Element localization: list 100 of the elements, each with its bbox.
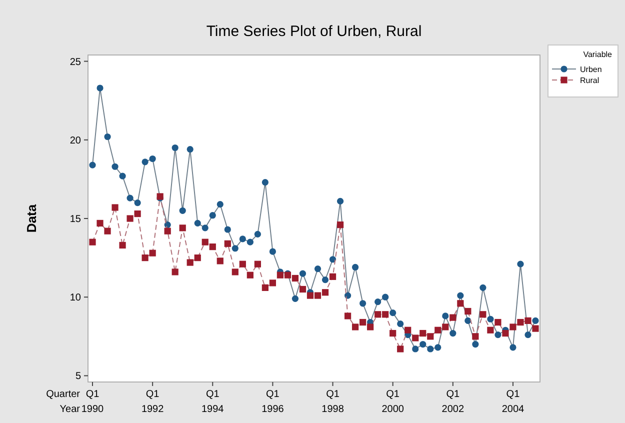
point	[390, 330, 396, 337]
x-tick-label: Q1 2002	[442, 389, 464, 415]
point	[179, 224, 186, 232]
point	[149, 155, 156, 162]
point	[126, 215, 134, 222]
point	[194, 220, 201, 227]
point	[427, 333, 434, 340]
point	[480, 311, 486, 318]
point	[262, 284, 268, 291]
text: Year	[60, 404, 81, 415]
point	[487, 326, 494, 334]
legend-label: Rural	[580, 76, 600, 85]
y-tick-label: 15	[70, 214, 82, 225]
y-tick-label: 5	[75, 371, 82, 382]
point	[412, 346, 419, 352]
point	[450, 314, 456, 321]
point	[434, 344, 442, 351]
point	[216, 201, 224, 208]
point	[322, 276, 329, 284]
point	[179, 207, 186, 214]
x-tick-label: Q1 1990	[81, 389, 104, 415]
point	[246, 272, 254, 278]
point	[299, 270, 306, 277]
point	[472, 340, 479, 348]
point	[96, 84, 104, 92]
y-tick-label: 20	[70, 135, 82, 146]
x-tick-label: Q1 1996	[262, 389, 284, 415]
point	[232, 268, 238, 276]
point	[134, 199, 141, 206]
point	[397, 346, 404, 352]
point	[517, 318, 524, 326]
point	[104, 228, 111, 234]
point	[532, 325, 539, 332]
legend-title: Variable	[583, 50, 613, 59]
point	[434, 326, 442, 334]
chart-title: Time Series Plot of Urben, Rural	[206, 23, 422, 40]
point	[112, 204, 118, 211]
point	[442, 312, 449, 320]
point	[420, 340, 426, 348]
point	[104, 133, 111, 140]
point	[126, 194, 134, 202]
point	[427, 346, 434, 352]
point	[314, 292, 322, 299]
point	[202, 238, 208, 246]
point	[412, 334, 419, 342]
point	[336, 198, 344, 205]
point	[352, 324, 359, 330]
point	[329, 256, 336, 263]
point	[510, 344, 516, 351]
point	[172, 144, 178, 152]
point	[119, 172, 126, 180]
point	[464, 308, 472, 315]
point	[216, 258, 224, 264]
point	[119, 242, 126, 249]
point	[336, 221, 344, 228]
point	[254, 260, 261, 268]
point	[374, 311, 382, 318]
point	[360, 318, 366, 326]
point	[269, 280, 276, 286]
point	[329, 273, 336, 280]
point	[382, 311, 389, 318]
point	[457, 292, 464, 299]
point	[306, 292, 314, 299]
point	[524, 332, 532, 338]
point	[209, 212, 216, 219]
point	[186, 146, 194, 153]
point	[397, 320, 404, 328]
y-axis-title: Data	[24, 204, 39, 233]
point	[246, 238, 254, 246]
point	[142, 254, 148, 262]
point	[232, 245, 238, 252]
point	[276, 272, 284, 278]
point	[262, 179, 268, 186]
point	[494, 318, 502, 326]
point	[224, 240, 231, 247]
point	[344, 312, 352, 320]
point	[149, 250, 156, 256]
x-tick-label: Q1 2004	[502, 389, 525, 415]
y-tick-label: 10	[70, 292, 82, 304]
point	[96, 220, 104, 227]
point	[450, 330, 456, 337]
point	[344, 292, 352, 299]
point	[352, 264, 359, 271]
point	[360, 300, 366, 307]
point	[404, 326, 412, 334]
point	[269, 248, 276, 255]
point	[299, 286, 306, 293]
x-tick-label: Q1 1998	[322, 389, 344, 415]
point	[487, 316, 494, 322]
legend-label: Urben	[580, 65, 602, 74]
point	[202, 224, 208, 232]
point	[142, 158, 148, 166]
x-tick-label: Q1 1992	[141, 389, 164, 415]
point	[457, 300, 464, 307]
point	[186, 259, 194, 266]
point	[292, 274, 299, 282]
point	[382, 294, 389, 300]
point	[390, 310, 396, 316]
point	[239, 260, 246, 268]
point	[420, 330, 426, 337]
